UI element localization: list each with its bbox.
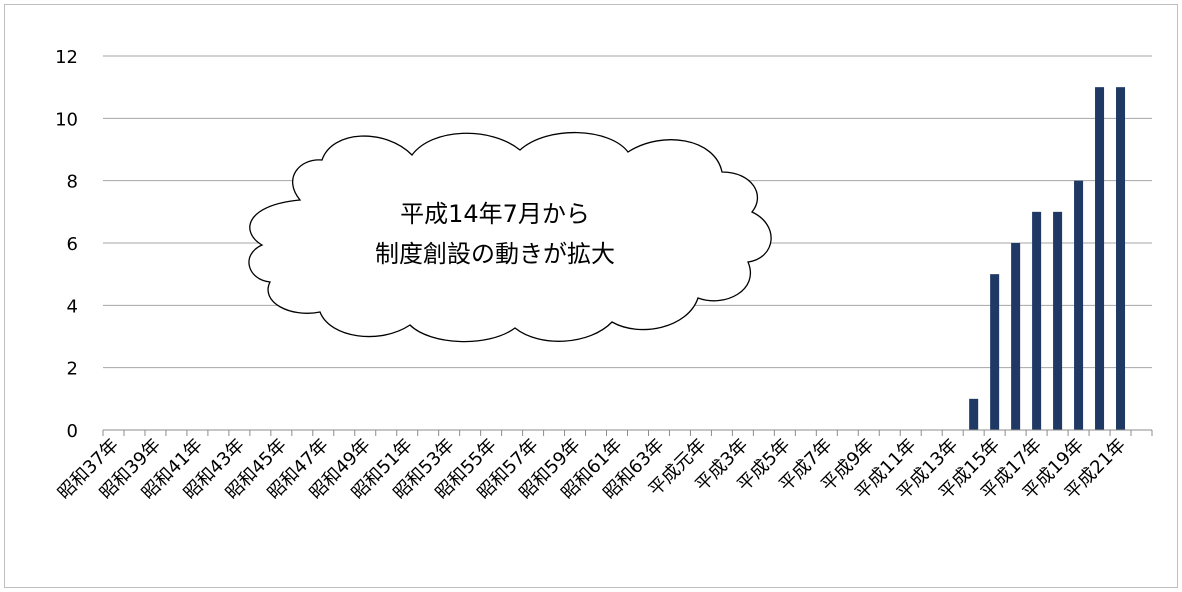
bar-平成16年 <box>1011 243 1021 430</box>
y-tick-label: 10 <box>55 109 78 130</box>
bar-平成17年 <box>1032 211 1042 430</box>
y-tick-label: 0 <box>67 421 78 442</box>
bars <box>969 87 1126 431</box>
cloud-text-line-1: 平成14年7月から <box>400 200 590 228</box>
y-tick-label: 6 <box>67 234 78 255</box>
bar-平成19年 <box>1074 180 1084 430</box>
bar-平成20年 <box>1095 87 1105 431</box>
y-tick-label: 12 <box>55 47 78 68</box>
y-tick-label: 4 <box>67 296 78 317</box>
bar-平成15年 <box>990 274 1000 430</box>
cloud-shape <box>248 131 772 343</box>
cloud-callout: 平成14年7月から 制度創設の動きが拡大 <box>248 131 772 343</box>
y-tick-label: 8 <box>67 172 78 193</box>
bar-平成14年 <box>969 398 979 430</box>
bar-平成18年 <box>1053 211 1063 430</box>
chart-frame <box>4 4 1178 588</box>
y-tick-label: 2 <box>67 359 78 380</box>
x-axis-ticks: 昭和37年昭和39年昭和41年昭和43年昭和45年昭和47年昭和49年昭和51年… <box>54 435 1130 504</box>
axes <box>102 429 1153 436</box>
y-axis-ticks: 0 2 4 6 8 10 12 <box>55 47 78 442</box>
cloud-text-line-2: 制度創設の動きが拡大 <box>375 240 615 268</box>
bar-平成21年 <box>1116 87 1126 431</box>
